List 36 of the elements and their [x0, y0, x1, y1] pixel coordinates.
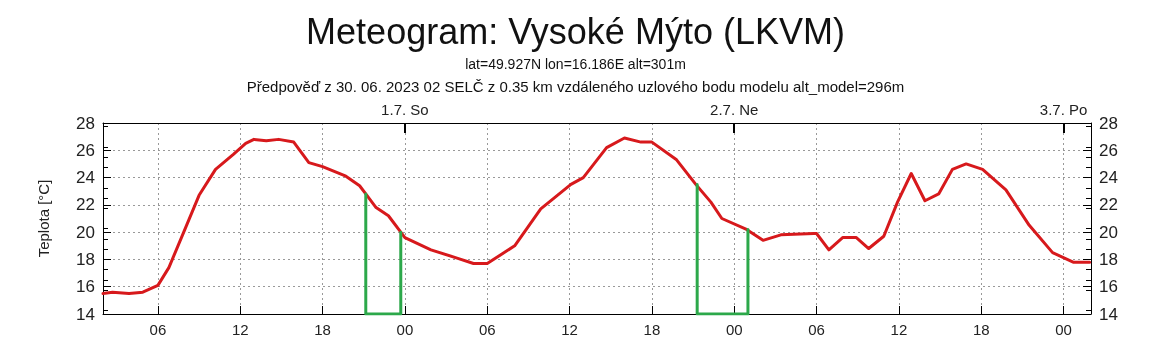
y-tick-label: 16 — [76, 277, 95, 297]
x2-tick-label: 1.7. So — [381, 101, 429, 118]
x2-tick-label: 2.7. Ne — [710, 101, 759, 118]
y2-tick-label: 24 — [1099, 168, 1118, 188]
x-tick-label: 12 — [231, 321, 249, 338]
x2-tick-label: 3.7. Po — [1039, 101, 1088, 118]
x-tick-label: 00 — [1055, 321, 1072, 338]
y-tick-label: 26 — [76, 140, 95, 160]
x-tick-label: 12 — [561, 321, 578, 338]
y2-tick-label: 16 — [1099, 277, 1118, 297]
x-tick-label: 18 — [972, 321, 990, 338]
y-tick-label: 20 — [76, 222, 95, 242]
y2-tick-label: 28 — [1099, 113, 1118, 133]
x-tick-label: 18 — [643, 321, 661, 338]
text: Předpověď z 30. 06. 2023 02 SELČ z 0.35 km vzdáleného uzlového bodu modelu alt_model=296m — [246, 78, 905, 95]
x-tick-label: 06 — [149, 321, 167, 338]
y2-tick-label: 26 — [1099, 140, 1118, 160]
x-tick-label: 18 — [314, 321, 331, 338]
y-tick-label: 14 — [76, 304, 95, 324]
y-axis-title: Teplota [°C] — [35, 179, 52, 258]
x-tick-label: 06 — [478, 321, 496, 338]
y2-tick-label: 14 — [1099, 304, 1118, 324]
x-tick-label: 06 — [808, 321, 825, 338]
y-tick-label: 24 — [76, 168, 95, 188]
x-tick-label: 00 — [725, 321, 743, 338]
y-tick-label: 18 — [76, 249, 95, 269]
chart-subtitle: lat=49.927N lon=16.186E alt=301m — [465, 56, 686, 72]
x-tick-label: 00 — [396, 321, 414, 338]
x-tick-label: 12 — [890, 321, 908, 338]
y2-tick-label: 18 — [1099, 249, 1118, 269]
chart-title: Meteogram: Vysoké Mýto (LKVM) — [306, 10, 845, 52]
y2-tick-label: 20 — [1099, 222, 1118, 242]
y-tick-label: 22 — [76, 195, 95, 215]
line-series — [101, 136, 1092, 296]
y-tick-label: 28 — [76, 113, 95, 133]
y2-tick-label: 22 — [1099, 195, 1118, 215]
